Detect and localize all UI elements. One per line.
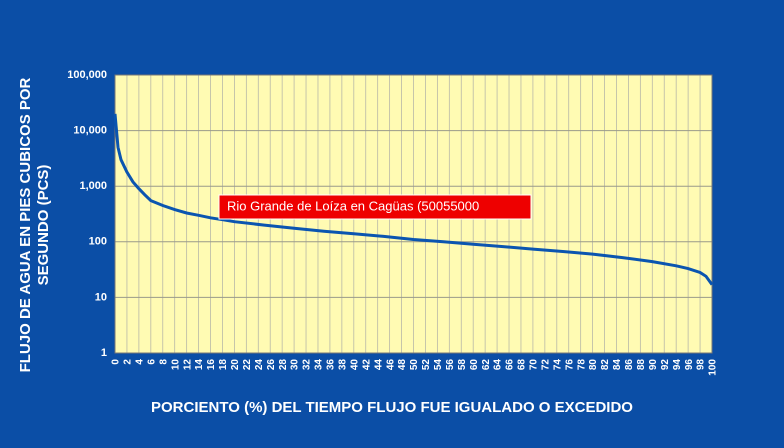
y-tick-label: 1,000 xyxy=(79,180,107,192)
x-tick-label: 72 xyxy=(540,359,551,371)
x-tick-label: 76 xyxy=(564,359,575,371)
x-tick-label: 42 xyxy=(361,359,372,371)
x-tick-label: 96 xyxy=(684,359,695,371)
x-tick-label: 14 xyxy=(194,359,205,371)
x-tick-label: 6 xyxy=(146,359,157,365)
x-tick-label: 34 xyxy=(314,359,325,371)
x-axis-label: PORCIENTO (%) DEL TIEMPO FLUJO FUE IGUAL… xyxy=(151,399,633,416)
x-tick-label: 64 xyxy=(493,359,504,371)
x-tick-label: 82 xyxy=(600,359,611,371)
x-tick-label: 62 xyxy=(481,359,492,371)
x-tick-label: 38 xyxy=(338,359,349,371)
x-tick-label: 78 xyxy=(576,359,587,371)
x-tick-label: 40 xyxy=(349,359,360,371)
x-tick-label: 88 xyxy=(636,359,647,371)
x-tick-label: 80 xyxy=(588,359,599,371)
x-tick-label: 84 xyxy=(612,359,623,371)
x-tick-label: 66 xyxy=(505,359,516,371)
y-axis-label: SEGUNDO (PCS) xyxy=(35,165,52,286)
x-tick-label: 20 xyxy=(230,359,241,371)
x-tick-label: 18 xyxy=(218,359,229,371)
x-tick-label: 94 xyxy=(672,359,683,371)
x-tick-label: 22 xyxy=(242,359,253,371)
x-tick-label: 24 xyxy=(254,359,265,371)
x-tick-label: 46 xyxy=(385,359,396,371)
annotation: Rio Grande de Loíza en Cagüas (50055000 xyxy=(227,198,479,213)
x-tick-label: 10 xyxy=(170,359,181,371)
y-tick-label: 10 xyxy=(95,291,107,303)
x-tick-label: 90 xyxy=(648,359,659,371)
x-tick-label: 50 xyxy=(409,359,420,371)
x-tick-label: 54 xyxy=(433,359,444,371)
x-tick-label: 86 xyxy=(624,359,635,371)
x-tick-label: 52 xyxy=(421,359,432,371)
x-tick-label: 28 xyxy=(278,359,289,371)
x-tick-label: 12 xyxy=(182,359,193,371)
x-tick-label: 98 xyxy=(696,359,707,371)
y-axis-label: FLUJO DE AGUA EN PIES CUBICOS POR xyxy=(17,77,34,372)
y-tick-label: 100 xyxy=(89,236,107,248)
x-tick-label: 48 xyxy=(397,359,408,371)
y-tick-label: 100,000 xyxy=(67,69,107,81)
annotation-box xyxy=(218,194,532,220)
flow-line xyxy=(113,113,714,286)
x-tick-label: 2 xyxy=(123,359,134,365)
y-tick-label: 1 xyxy=(101,347,107,359)
x-tick-label: 4 xyxy=(135,359,146,365)
x-tick-label: 58 xyxy=(457,359,468,371)
x-tick-label: 26 xyxy=(266,359,277,371)
x-tick-label: 32 xyxy=(302,359,313,371)
x-tick-label: 16 xyxy=(206,359,217,371)
x-tick-label: 0 xyxy=(111,359,122,365)
x-tick-label: 30 xyxy=(290,359,301,371)
x-tick-label: 70 xyxy=(529,359,540,371)
x-tick-label: 74 xyxy=(552,359,563,371)
x-tick-label: 100 xyxy=(708,359,719,376)
x-tick-label: 56 xyxy=(445,359,456,371)
x-tick-label: 68 xyxy=(517,359,528,371)
plot-border xyxy=(114,74,713,354)
x-tick-label: 44 xyxy=(373,359,384,371)
y-tick-label: 10,000 xyxy=(73,125,107,137)
x-tick-label: 92 xyxy=(660,359,671,371)
x-tick-label: 60 xyxy=(469,359,480,371)
x-tick-label: 8 xyxy=(158,359,169,365)
x-tick-label: 36 xyxy=(326,359,337,371)
